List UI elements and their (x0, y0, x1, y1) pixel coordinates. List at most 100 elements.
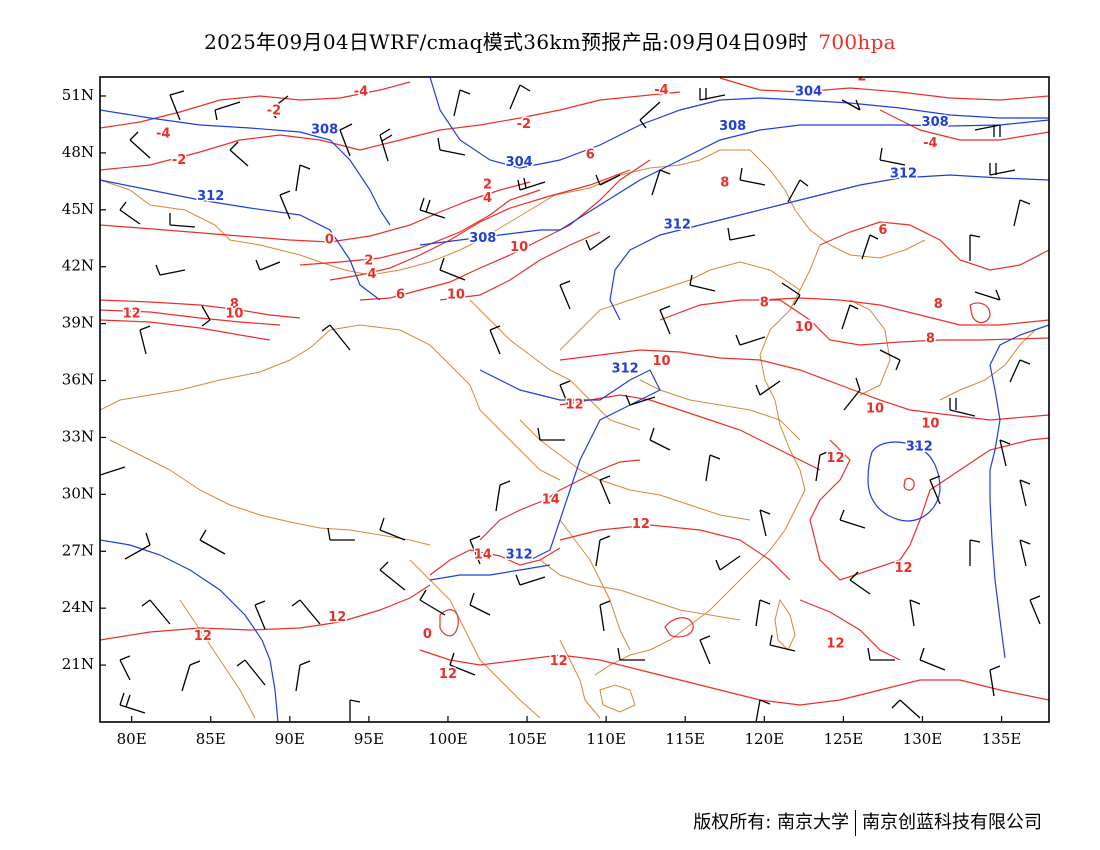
footer-copyright: 版权所有: 南京大学 南京创蓝科技有限公司 (693, 808, 1042, 836)
height-312-south (429, 564, 551, 581)
wind-barb (1019, 479, 1031, 507)
wind-barb (649, 427, 671, 451)
wind-barb (735, 334, 766, 346)
wind-barb (255, 259, 281, 271)
wind-barb (199, 529, 226, 555)
lon-tick-label: 135E (982, 730, 1022, 748)
pressure-level: 700hpa (818, 30, 896, 54)
temperature-label: 8 (760, 295, 769, 310)
copyright-text: 版权所有: 南京大学 (693, 812, 849, 833)
wind-barb (625, 394, 656, 406)
wind-barb (867, 647, 895, 661)
isotherm-closed-1 (664, 617, 694, 638)
temperature-label: 10 (921, 417, 939, 432)
wind-barb (999, 439, 1011, 467)
temperature-label: 12 (194, 629, 212, 644)
boundary-hainan (599, 684, 636, 713)
isotherm-minus2-a (100, 91, 681, 171)
temperature-label: 12 (439, 667, 457, 682)
company-text: 南京创蓝科技有限公司 (862, 812, 1042, 833)
height-312-low (867, 441, 941, 522)
height-308-west (100, 109, 391, 226)
wind-barb (517, 177, 546, 191)
lat-tick-label: 39N (62, 314, 94, 332)
wind-barb (279, 190, 291, 220)
wind-barb (891, 699, 921, 719)
wind-barb (849, 571, 871, 595)
wind-barb (169, 213, 196, 228)
temperature-label: -4 (354, 85, 368, 100)
temperature-label: 6 (396, 288, 405, 303)
lon-tick-label: 130E (903, 730, 943, 748)
temperature-label: 12 (826, 451, 844, 466)
wind-barb (119, 655, 131, 681)
isotherm-12-east (809, 437, 1049, 581)
temperature-label: 12 (632, 517, 650, 532)
lon-tick-label: 85E (196, 730, 226, 748)
wind-barb (1029, 595, 1041, 625)
wind-barb (689, 274, 716, 292)
temperature-label: 10 (225, 307, 243, 322)
wind-barb (585, 235, 611, 251)
temperature-label: 8 (230, 297, 239, 312)
height-312-mid (609, 174, 1049, 321)
isotherm-12-southwest (100, 584, 431, 641)
wind-barb (839, 509, 866, 529)
height-label: 312 (506, 548, 533, 563)
wind-barb (1019, 539, 1031, 567)
boundary-central-2 (559, 261, 801, 351)
lat-tick-label: 51N (62, 86, 94, 104)
longitude-axis: 80E 85E 90E 95E 100E 105E 110E 115E 120E 125E 130E… (117, 716, 1022, 748)
wind-barb (989, 163, 1016, 176)
temperature-labels: -4-2-4-2-2-4-2-4246802468101210106810881… (121, 77, 944, 684)
height-304 (429, 77, 1049, 169)
height-label: 308 (719, 119, 746, 134)
wind-barb (787, 179, 809, 203)
height-labels: 304 308 308 308 304 312 312 308 312 312 312 312 (196, 83, 951, 564)
height-label: 308 (922, 115, 949, 130)
wind-barbs (100, 84, 1041, 722)
isotherm-12-southeast (799, 599, 901, 661)
boundary-indochina (559, 639, 601, 719)
wind-barb (495, 480, 511, 512)
wind-barb (169, 90, 185, 121)
temperature-label: -4 (654, 83, 668, 98)
wind-barb (974, 124, 1001, 137)
wind-barb (759, 509, 771, 537)
height-label: 312 (664, 217, 691, 232)
height-label: 304 (795, 85, 822, 100)
temperature-label: 8 (720, 176, 729, 191)
height-label: 308 (469, 231, 496, 246)
wind-barb (321, 324, 351, 351)
wind-barb (379, 128, 393, 162)
wind-barb (599, 600, 611, 632)
lon-tick-label: 120E (745, 730, 785, 748)
temperature-label: -2 (267, 104, 281, 119)
height-312-southwest (100, 539, 279, 722)
wind-barb (559, 380, 571, 410)
height-312-east (989, 324, 1049, 659)
isotherm-10-north (439, 231, 601, 301)
boundary-central-3 (519, 419, 751, 521)
wind-barb (651, 169, 671, 196)
lon-tick-label: 80E (117, 730, 147, 748)
isotherm-8-west (100, 299, 301, 319)
wind-barb (843, 377, 861, 411)
wind-barb (909, 599, 921, 627)
wind-barb (327, 527, 355, 541)
lon-tick-label: 105E (507, 730, 547, 748)
temperature-label: -4 (156, 126, 170, 141)
wind-barb (291, 599, 321, 625)
lon-tick-label: 95E (354, 730, 384, 748)
lon-tick-label: 115E (665, 730, 705, 748)
height-308-mid (419, 229, 560, 246)
isotherm-6-east (819, 221, 1049, 271)
wind-barb (469, 592, 491, 616)
lat-tick-label: 36N (62, 371, 94, 389)
map-title: 2025年09月04日WRF/cmaq模式36km预报产品:09月04日09时 7… (0, 26, 1100, 55)
isotherm-10-mid (559, 349, 1049, 421)
temperature-label: 10 (652, 354, 670, 369)
isotherm-12-south (559, 524, 791, 581)
temperature-label: 10 (447, 288, 465, 303)
height-312-north (100, 179, 381, 301)
